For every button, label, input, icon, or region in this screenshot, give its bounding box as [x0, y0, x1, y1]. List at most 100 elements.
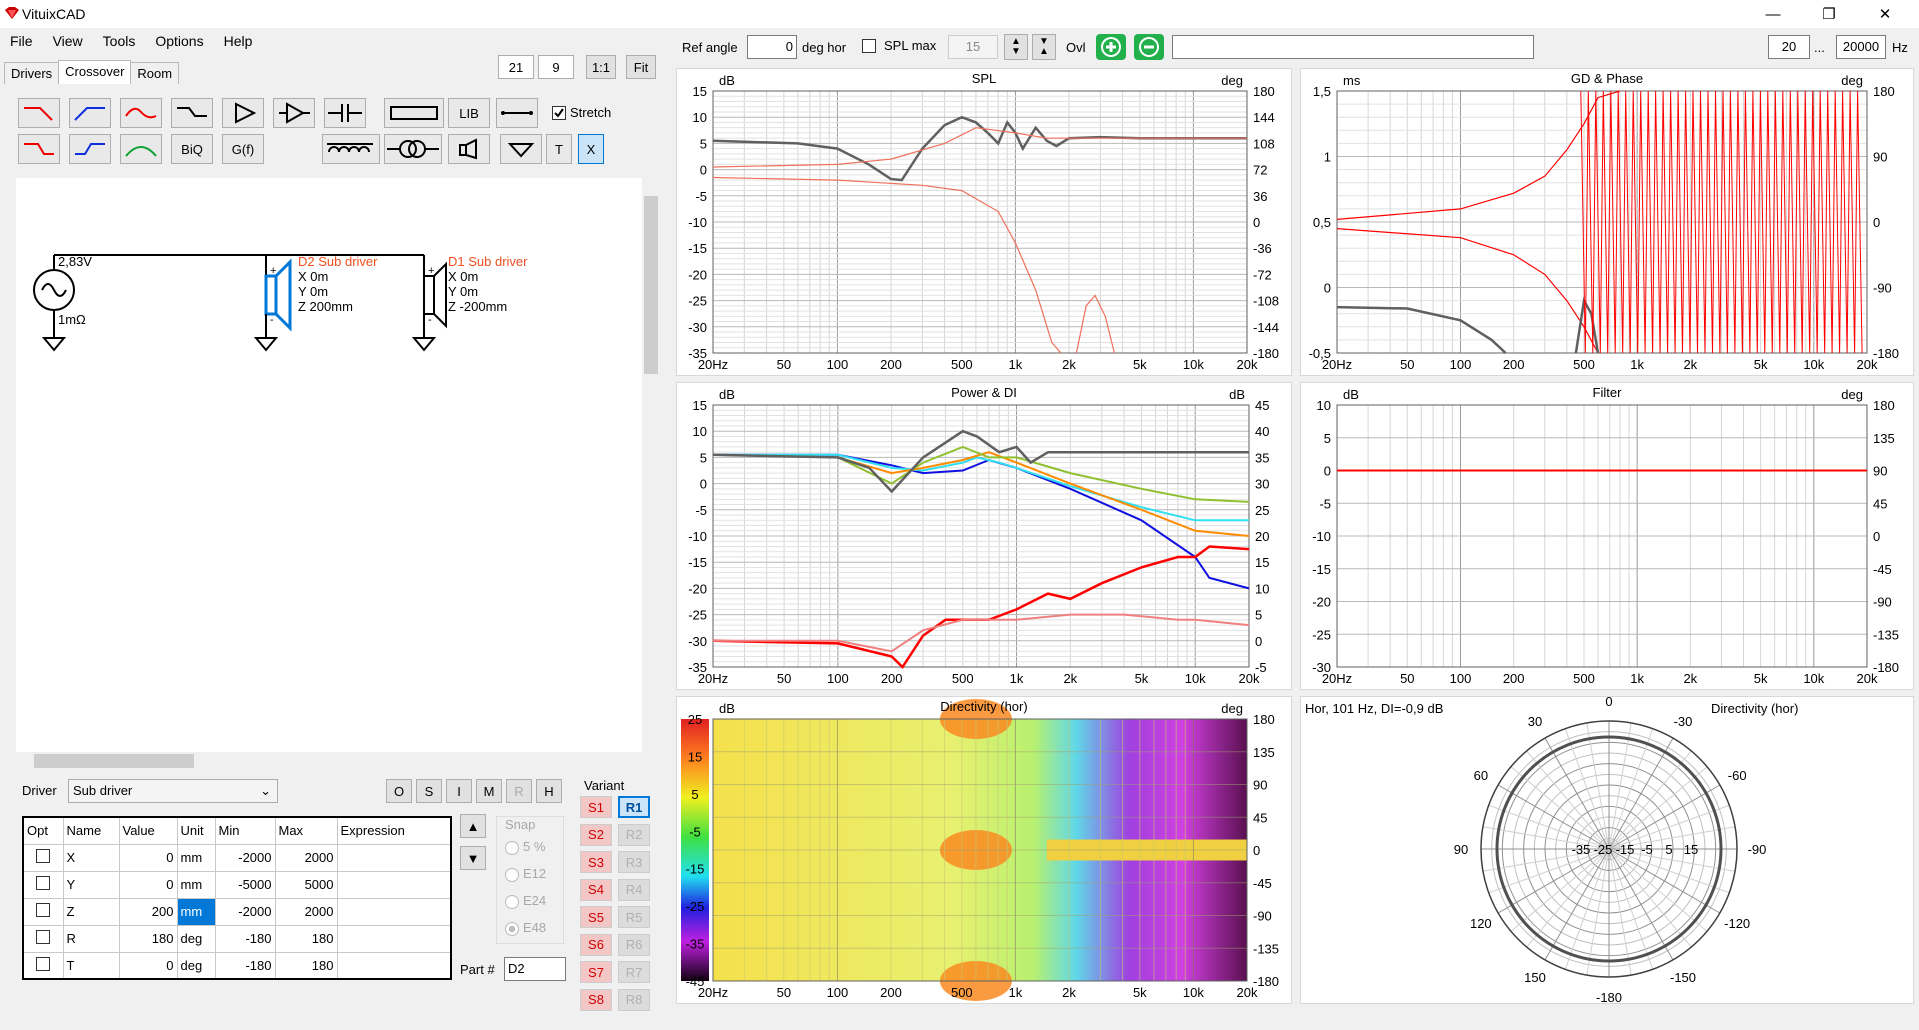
schematic-hscrollbar[interactable] — [16, 752, 642, 770]
transformer-button[interactable] — [384, 134, 442, 164]
zoom-1-1-button[interactable]: 1:1 — [586, 55, 616, 79]
spl-max-checkbox[interactable] — [862, 39, 876, 53]
driver-button[interactable] — [448, 134, 490, 164]
menu-options[interactable]: Options — [155, 33, 204, 49]
variant-s1-button[interactable]: S1 — [580, 796, 612, 818]
opt-checkbox-y[interactable] — [36, 876, 51, 890]
cell-value[interactable]: 180 — [118, 924, 178, 953]
variant-s7-button[interactable]: S7 — [580, 961, 612, 983]
zoom-field-b[interactable]: 9 — [538, 55, 574, 79]
opt-checkbox-r[interactable] — [36, 930, 51, 944]
highpass-1-button[interactable] — [69, 98, 111, 128]
variant-s5-button[interactable]: S5 — [580, 906, 612, 928]
schematic-vscrollbar[interactable] — [642, 178, 660, 752]
variant-r4-button[interactable]: R4 — [618, 878, 650, 901]
minimize-button[interactable]: — — [1765, 5, 1781, 23]
cell-max[interactable]: 180 — [274, 951, 338, 980]
snap-option-5pct[interactable]: 5 % — [505, 839, 545, 855]
tab-crossover[interactable]: Crossover — [58, 60, 132, 84]
opt-checkbox-x[interactable] — [36, 849, 51, 863]
cell-min[interactable]: -180 — [214, 924, 276, 953]
cell-expr[interactable] — [336, 870, 452, 899]
d1-name-label[interactable]: D1 Sub driver — [448, 254, 528, 269]
driver-o-button[interactable]: O — [386, 779, 412, 803]
cell-value[interactable]: 0 — [118, 870, 178, 899]
part-input[interactable]: D2 — [504, 957, 566, 981]
opt-checkbox-z[interactable] — [36, 903, 51, 917]
filter-plot[interactable]: 10 5 0 -5 -10 -15 -20 -25 -30 180 135 90 45 0 -45 -90 -1… — [1300, 382, 1914, 690]
variant-r8-button[interactable]: R8 — [618, 988, 650, 1011]
table-row[interactable]: X 0 mm -2000 2000 — [22, 843, 452, 872]
close-button[interactable]: ✕ — [1878, 6, 1892, 23]
lib-button[interactable]: LIB — [448, 98, 490, 128]
variant-r7-button[interactable]: R7 — [618, 961, 650, 983]
remove-overlay-button[interactable] — [1134, 34, 1164, 60]
driver-s-button[interactable]: S — [416, 779, 442, 803]
x-button[interactable]: X — [578, 134, 604, 164]
variant-r5-button[interactable]: R5 — [618, 906, 650, 928]
opamp-button[interactable] — [273, 98, 315, 128]
capacitor-button[interactable] — [324, 98, 366, 128]
spl-fit-button[interactable]: ▼ ▲ — [1032, 34, 1056, 60]
directivity-plot[interactable]: 25 15 5 -5 -15 -25 -35 -45 180 135 90 45 0 -45 -90 -135… — [676, 696, 1292, 1004]
cell-max[interactable]: 2000 — [274, 843, 338, 872]
cell-value[interactable]: 200 — [118, 897, 178, 926]
variant-r6-button[interactable]: R6 — [618, 933, 650, 956]
add-overlay-button[interactable] — [1096, 34, 1126, 60]
cell-max[interactable]: 5000 — [274, 870, 338, 899]
cell-min[interactable]: -2000 — [214, 897, 276, 926]
restore-button[interactable]: ❐ — [1822, 6, 1836, 23]
variant-r3-button[interactable]: R3 — [618, 851, 650, 873]
variant-r1-button[interactable]: R1 — [618, 796, 650, 818]
cell-min[interactable]: -5000 — [214, 870, 276, 899]
variant-r2-button[interactable]: R2 — [618, 823, 650, 846]
variant-s6-button[interactable]: S6 — [580, 933, 612, 956]
snap-option-e12[interactable]: E12 — [505, 866, 546, 882]
resistor-button[interactable] — [384, 98, 444, 128]
opt-checkbox-t[interactable] — [36, 956, 51, 971]
vscroll-thumb[interactable] — [644, 196, 658, 374]
cell-unit-selected[interactable]: mm — [176, 897, 216, 926]
driver-m-button[interactable]: M — [476, 779, 502, 803]
driver-h-button[interactable]: H — [536, 779, 562, 803]
variant-s8-button[interactable]: S8 — [580, 988, 612, 1011]
snap-option-e48[interactable]: E48 — [505, 920, 546, 936]
t-button[interactable]: T — [546, 134, 572, 164]
menu-view[interactable]: View — [52, 33, 83, 49]
driver-i-button[interactable]: I — [446, 779, 472, 803]
biq-button[interactable]: BiQ — [171, 134, 213, 164]
table-row[interactable]: Z 200 mm -2000 2000 — [22, 897, 452, 926]
table-row[interactable]: T 0 deg -180 180 — [22, 951, 452, 980]
driver-select[interactable]: Sub driver ⌄ — [68, 779, 278, 803]
tab-drivers[interactable]: Drivers — [4, 62, 60, 84]
cell-max[interactable]: 180 — [274, 924, 338, 953]
cell-expr[interactable] — [336, 924, 452, 953]
power-di-plot[interactable]: 15 10 5 0 -5 -10 -15 -20 -25 -30 -35 45 40 35 30 25 20 15… — [676, 382, 1292, 690]
spl-max-input[interactable]: 15 — [948, 35, 998, 59]
spl-stepper-button[interactable]: ▲ ▼ — [1004, 34, 1028, 60]
cell-min[interactable]: -2000 — [214, 843, 276, 872]
cell-expr[interactable] — [336, 897, 452, 926]
cell-max[interactable]: 2000 — [274, 897, 338, 926]
ref-angle-input[interactable]: 0 — [747, 35, 797, 59]
gd-phase-plot[interactable]: 1,5 1 0,5 0 -0,5 180 90 0 -90 -180 ms deg 20Hz 50 100 2… — [1300, 68, 1914, 376]
inductor-button[interactable] — [322, 134, 380, 164]
stretch-checkbox[interactable]: Stretch — [552, 105, 611, 120]
menu-help[interactable]: Help — [223, 33, 253, 49]
lowpass-1-button[interactable] — [18, 98, 60, 128]
schematic-canvas[interactable]: + - + - 2,83V 1mΩ D2 Sub driver X 0m Y 0m … — [16, 178, 642, 752]
notch-button[interactable] — [120, 98, 162, 128]
highpass-2-button[interactable] — [69, 134, 111, 164]
shelf-button[interactable] — [171, 98, 213, 128]
overlay-input[interactable] — [1172, 35, 1534, 59]
cell-min[interactable]: -180 — [214, 951, 276, 980]
freq-low-input[interactable]: 20 — [1768, 35, 1810, 59]
tab-room[interactable]: Room — [130, 62, 180, 84]
cell-expr[interactable] — [336, 843, 452, 872]
d2-name-label[interactable]: D2 Sub driver — [298, 254, 378, 269]
lowpass-2-button[interactable] — [18, 134, 60, 164]
move-down-button[interactable]: ▼ — [460, 846, 486, 870]
variant-s2-button[interactable]: S2 — [580, 823, 612, 846]
driver-r-button[interactable]: R — [506, 779, 532, 803]
cell-value[interactable]: 0 — [118, 951, 178, 980]
